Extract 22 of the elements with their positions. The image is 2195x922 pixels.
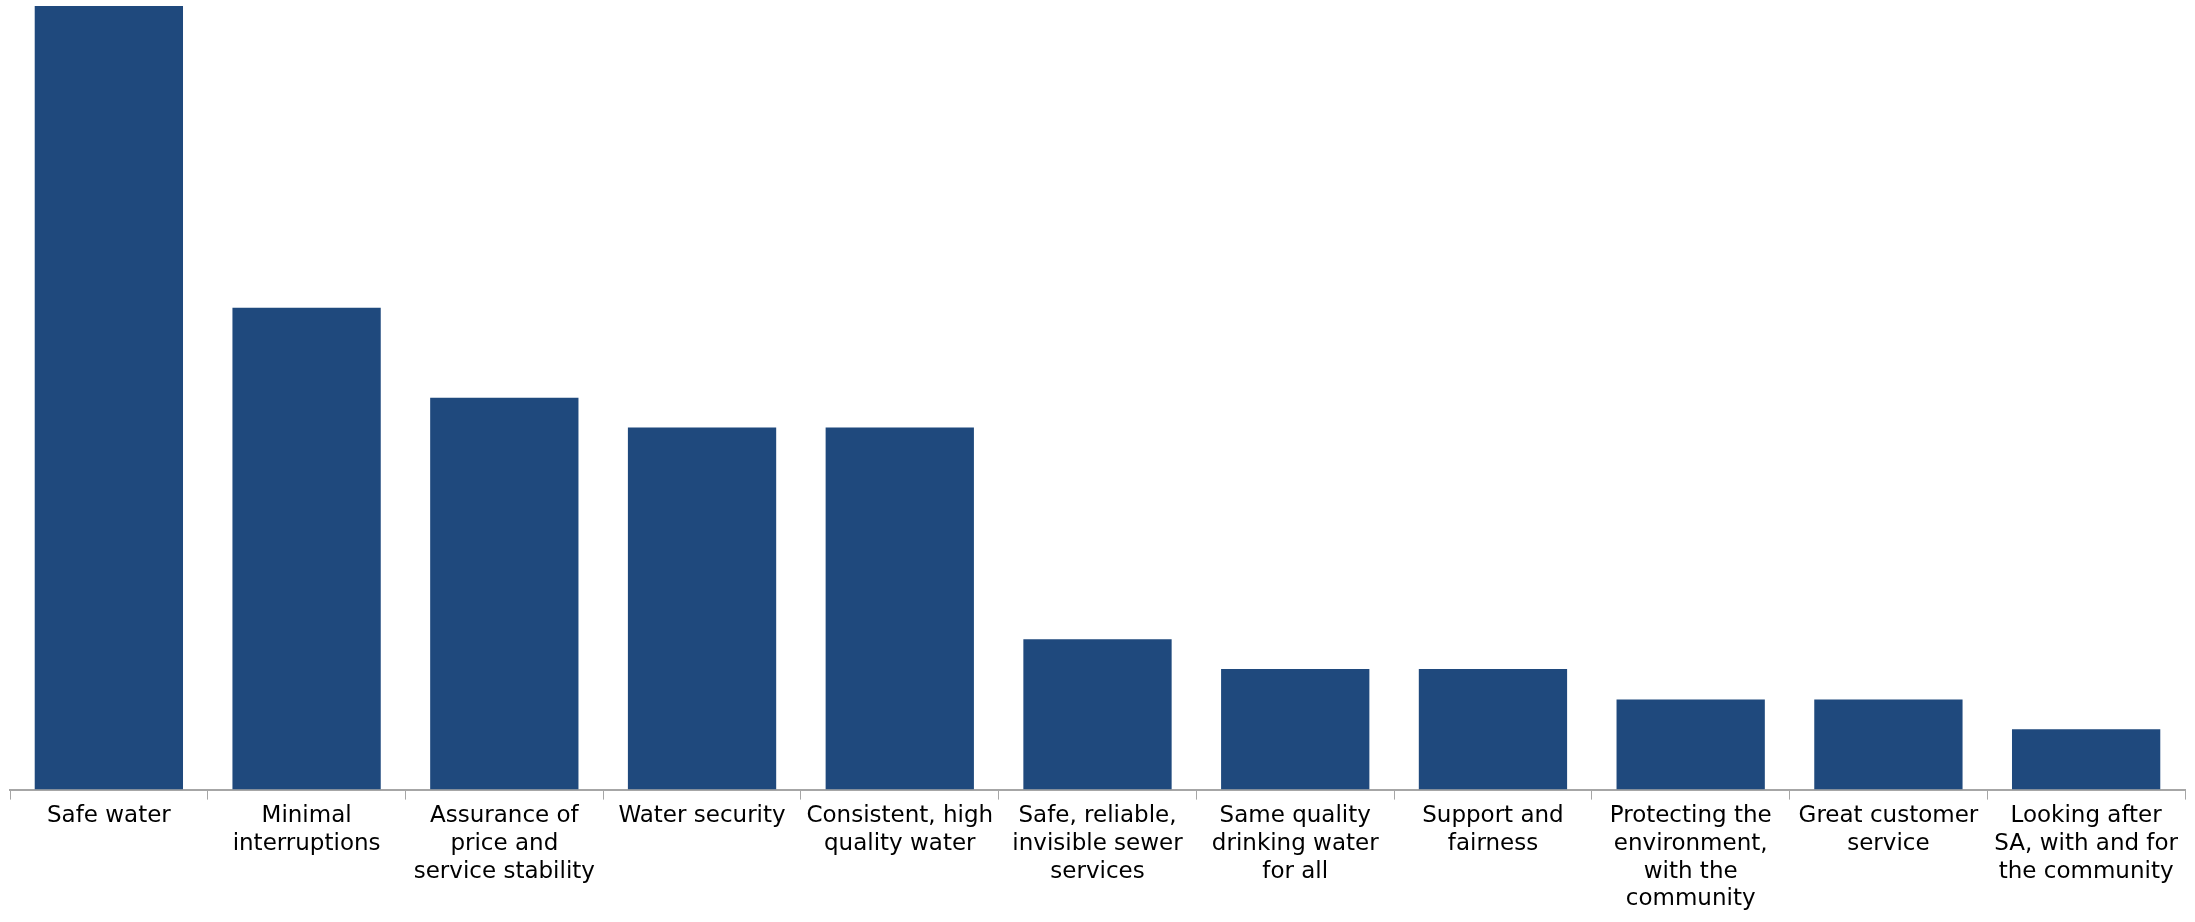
bar (627, 427, 777, 790)
x-tick-label: Safe water (46, 801, 172, 828)
bar (430, 397, 579, 790)
bar (1418, 668, 1568, 790)
x-tick-label: Safe, reliable, invisible sewer services (1012, 801, 1184, 883)
x-tick-label: Great customer service (1798, 801, 1979, 855)
x-tick-label: Looking after SA, with and for the community (1994, 801, 2179, 883)
bar (1616, 699, 1765, 790)
x-tick-label: Consistent, high quality water (806, 801, 994, 855)
x-tick-label: Protecting the environment, with the community (1609, 801, 1772, 911)
bar (825, 427, 974, 790)
x-tick-label: Water security (618, 801, 786, 828)
x-tick-label: Same quality drinking water for all (1211, 801, 1380, 883)
bar (34, 6, 184, 790)
x-tick-label: Support and fairness (1422, 801, 1564, 855)
bar (1221, 668, 1370, 790)
bar (1814, 699, 1963, 790)
bar (2011, 729, 2161, 790)
x-tick-label: Minimal interruptions (232, 801, 381, 855)
bar (1023, 639, 1172, 790)
x-tick-label: Assurance of price and service stability (413, 801, 595, 883)
bar (232, 307, 381, 790)
